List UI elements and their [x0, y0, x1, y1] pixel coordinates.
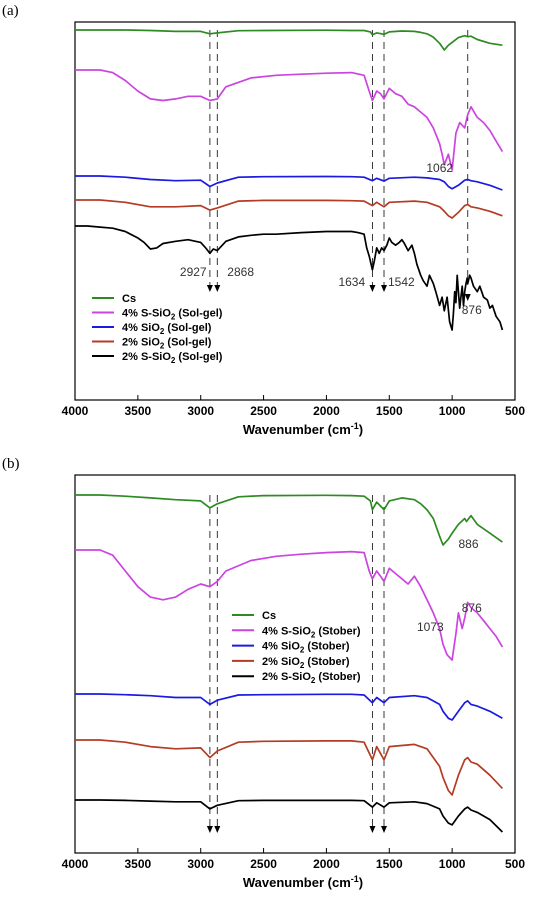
x-tick-label: 3000 — [187, 857, 214, 871]
legend-label-rest: (Sol-gel) — [164, 322, 211, 334]
legend-label-rest: (Sol-gel) — [175, 351, 222, 363]
legend-label-sub: 2 — [160, 327, 165, 336]
spectrum-series-2 — [75, 175, 503, 191]
peak-annotation: 2868 — [227, 265, 254, 279]
legend-label-main: Cs — [262, 610, 276, 622]
legend-label: 4% SiO2 (Sol-gel) — [122, 322, 212, 336]
spectrum-series-1 — [75, 549, 504, 661]
peak-arrow-marker — [206, 826, 213, 833]
spectrum-series-3 — [75, 199, 503, 219]
x-tick-label: 3500 — [125, 404, 152, 418]
x-tick-label: 500 — [505, 404, 525, 418]
panel-a-label: (a) — [2, 3, 19, 19]
legend-label: 2% S-SiO2 (Stober) — [262, 671, 361, 685]
x-tick-label: 4000 — [62, 857, 89, 871]
x-axis-title-prefix: Wavenumber (cm — [243, 422, 351, 437]
x-tick-label: 2500 — [250, 404, 277, 418]
spectrum-series-0 — [75, 494, 503, 546]
legend-label: Cs — [262, 610, 276, 622]
legend-label: 2% SiO2 (Stober) — [262, 656, 350, 670]
plot-frame — [74, 21, 516, 401]
peak-arrow-marker — [369, 826, 376, 833]
legend-label-main: 2% S-SiO — [262, 671, 311, 683]
legend-label: 2% SiO2 (Sol-gel) — [122, 337, 212, 351]
legend-label-rest: (Sol-gel) — [164, 337, 211, 349]
legend-label: 4% S-SiO2 (Sol-gel) — [122, 308, 223, 322]
legend-label-sub: 2 — [171, 356, 176, 365]
x-tick-label: 1000 — [439, 404, 466, 418]
legend-label-main: 2% SiO — [122, 337, 160, 349]
x-tick-label: 1500 — [376, 857, 403, 871]
x-axis-title-sup: -1 — [351, 421, 359, 431]
legend-label-rest: (Stober) — [304, 656, 350, 668]
legend-label-rest: (Stober) — [304, 641, 350, 653]
legend-label-main: 4% SiO — [122, 322, 160, 334]
peak-annotation: 2927 — [180, 265, 207, 279]
legend-label-main: 2% S-SiO — [122, 351, 171, 363]
x-axis-title: Wavenumber (cm-1) — [243, 421, 363, 437]
peak-annotation: 1634 — [338, 275, 365, 289]
panel-b-label: (b) — [2, 456, 20, 472]
peak-arrow-marker — [464, 294, 471, 301]
legend-label: Cs — [122, 293, 136, 305]
legend-label-main: 4% S-SiO — [122, 308, 171, 320]
x-axis-title: Wavenumber (cm-1) — [243, 874, 363, 890]
peak-annotation: 886 — [458, 537, 478, 551]
legend-label-sub: 2 — [311, 676, 316, 685]
legend-label-rest: (Stober) — [315, 625, 361, 637]
legend-label-main: Cs — [122, 293, 136, 305]
peak-annotation: 876 — [462, 601, 482, 615]
x-tick-label: 2000 — [313, 857, 340, 871]
legend-label: 4% SiO2 (Stober) — [262, 641, 350, 655]
peak-arrow-marker — [381, 826, 388, 833]
legend-label-rest: (Stober) — [315, 671, 361, 683]
peak-arrow-marker — [206, 285, 213, 292]
peak-annotation: 1542 — [388, 275, 415, 289]
x-tick-label: 2500 — [250, 857, 277, 871]
panel-b-plot: 4000 3500 3000 2500 2000 1500 1000 500 Wavenumbe… — [62, 474, 525, 890]
x-tick-label: 4000 — [62, 404, 89, 418]
panel-a-plot: 4000 3500 3000 2500 2000 1500 1000 500 Wavenumbe… — [62, 21, 525, 437]
x-axis-title-suffix: ) — [359, 422, 363, 437]
peak-arrow-marker — [381, 285, 388, 292]
peak-arrow-marker — [214, 826, 221, 833]
legend-label: 4% S-SiO2 (Stober) — [262, 625, 361, 639]
spectrum-series-0 — [75, 29, 503, 51]
spectrum-series-1 — [75, 69, 504, 171]
spectrum-series-3 — [75, 739, 504, 796]
spectrum-series-4 — [75, 225, 504, 331]
plot-frame — [74, 474, 516, 854]
legend-label-main: 2% SiO — [262, 656, 300, 668]
legend-label-rest: (Sol-gel) — [175, 308, 222, 320]
legend-label: 2% S-SiO2 (Sol-gel) — [122, 351, 223, 365]
legend-label-main: 4% S-SiO — [262, 625, 311, 637]
spectrum-series-2 — [75, 693, 503, 721]
x-axis-title-suffix: ) — [359, 875, 363, 890]
legend-label-sub: 2 — [311, 630, 316, 639]
peak-arrow-marker — [214, 285, 221, 292]
legend-label-sub: 2 — [300, 661, 305, 670]
peak-annotation: 876 — [462, 303, 482, 317]
peak-annotation: 1062 — [426, 161, 453, 175]
x-tick-label: 1500 — [376, 404, 403, 418]
x-axis-title-prefix: Wavenumber (cm — [243, 875, 351, 890]
x-tick-label: 2000 — [313, 404, 340, 418]
peak-arrow-marker — [369, 285, 376, 292]
x-tick-label: 3500 — [125, 857, 152, 871]
x-tick-label: 3000 — [187, 404, 214, 418]
x-tick-label: 500 — [505, 857, 525, 871]
legend-label-sub: 2 — [171, 313, 176, 322]
legend-label-sub: 2 — [300, 646, 305, 655]
peak-annotation: 1073 — [417, 620, 444, 634]
x-tick-label: 1000 — [439, 857, 466, 871]
legend-label-sub: 2 — [160, 342, 165, 351]
legend-label-main: 4% SiO — [262, 641, 300, 653]
x-axis-title-sup: -1 — [351, 874, 359, 884]
spectrum-series-4 — [75, 799, 503, 833]
